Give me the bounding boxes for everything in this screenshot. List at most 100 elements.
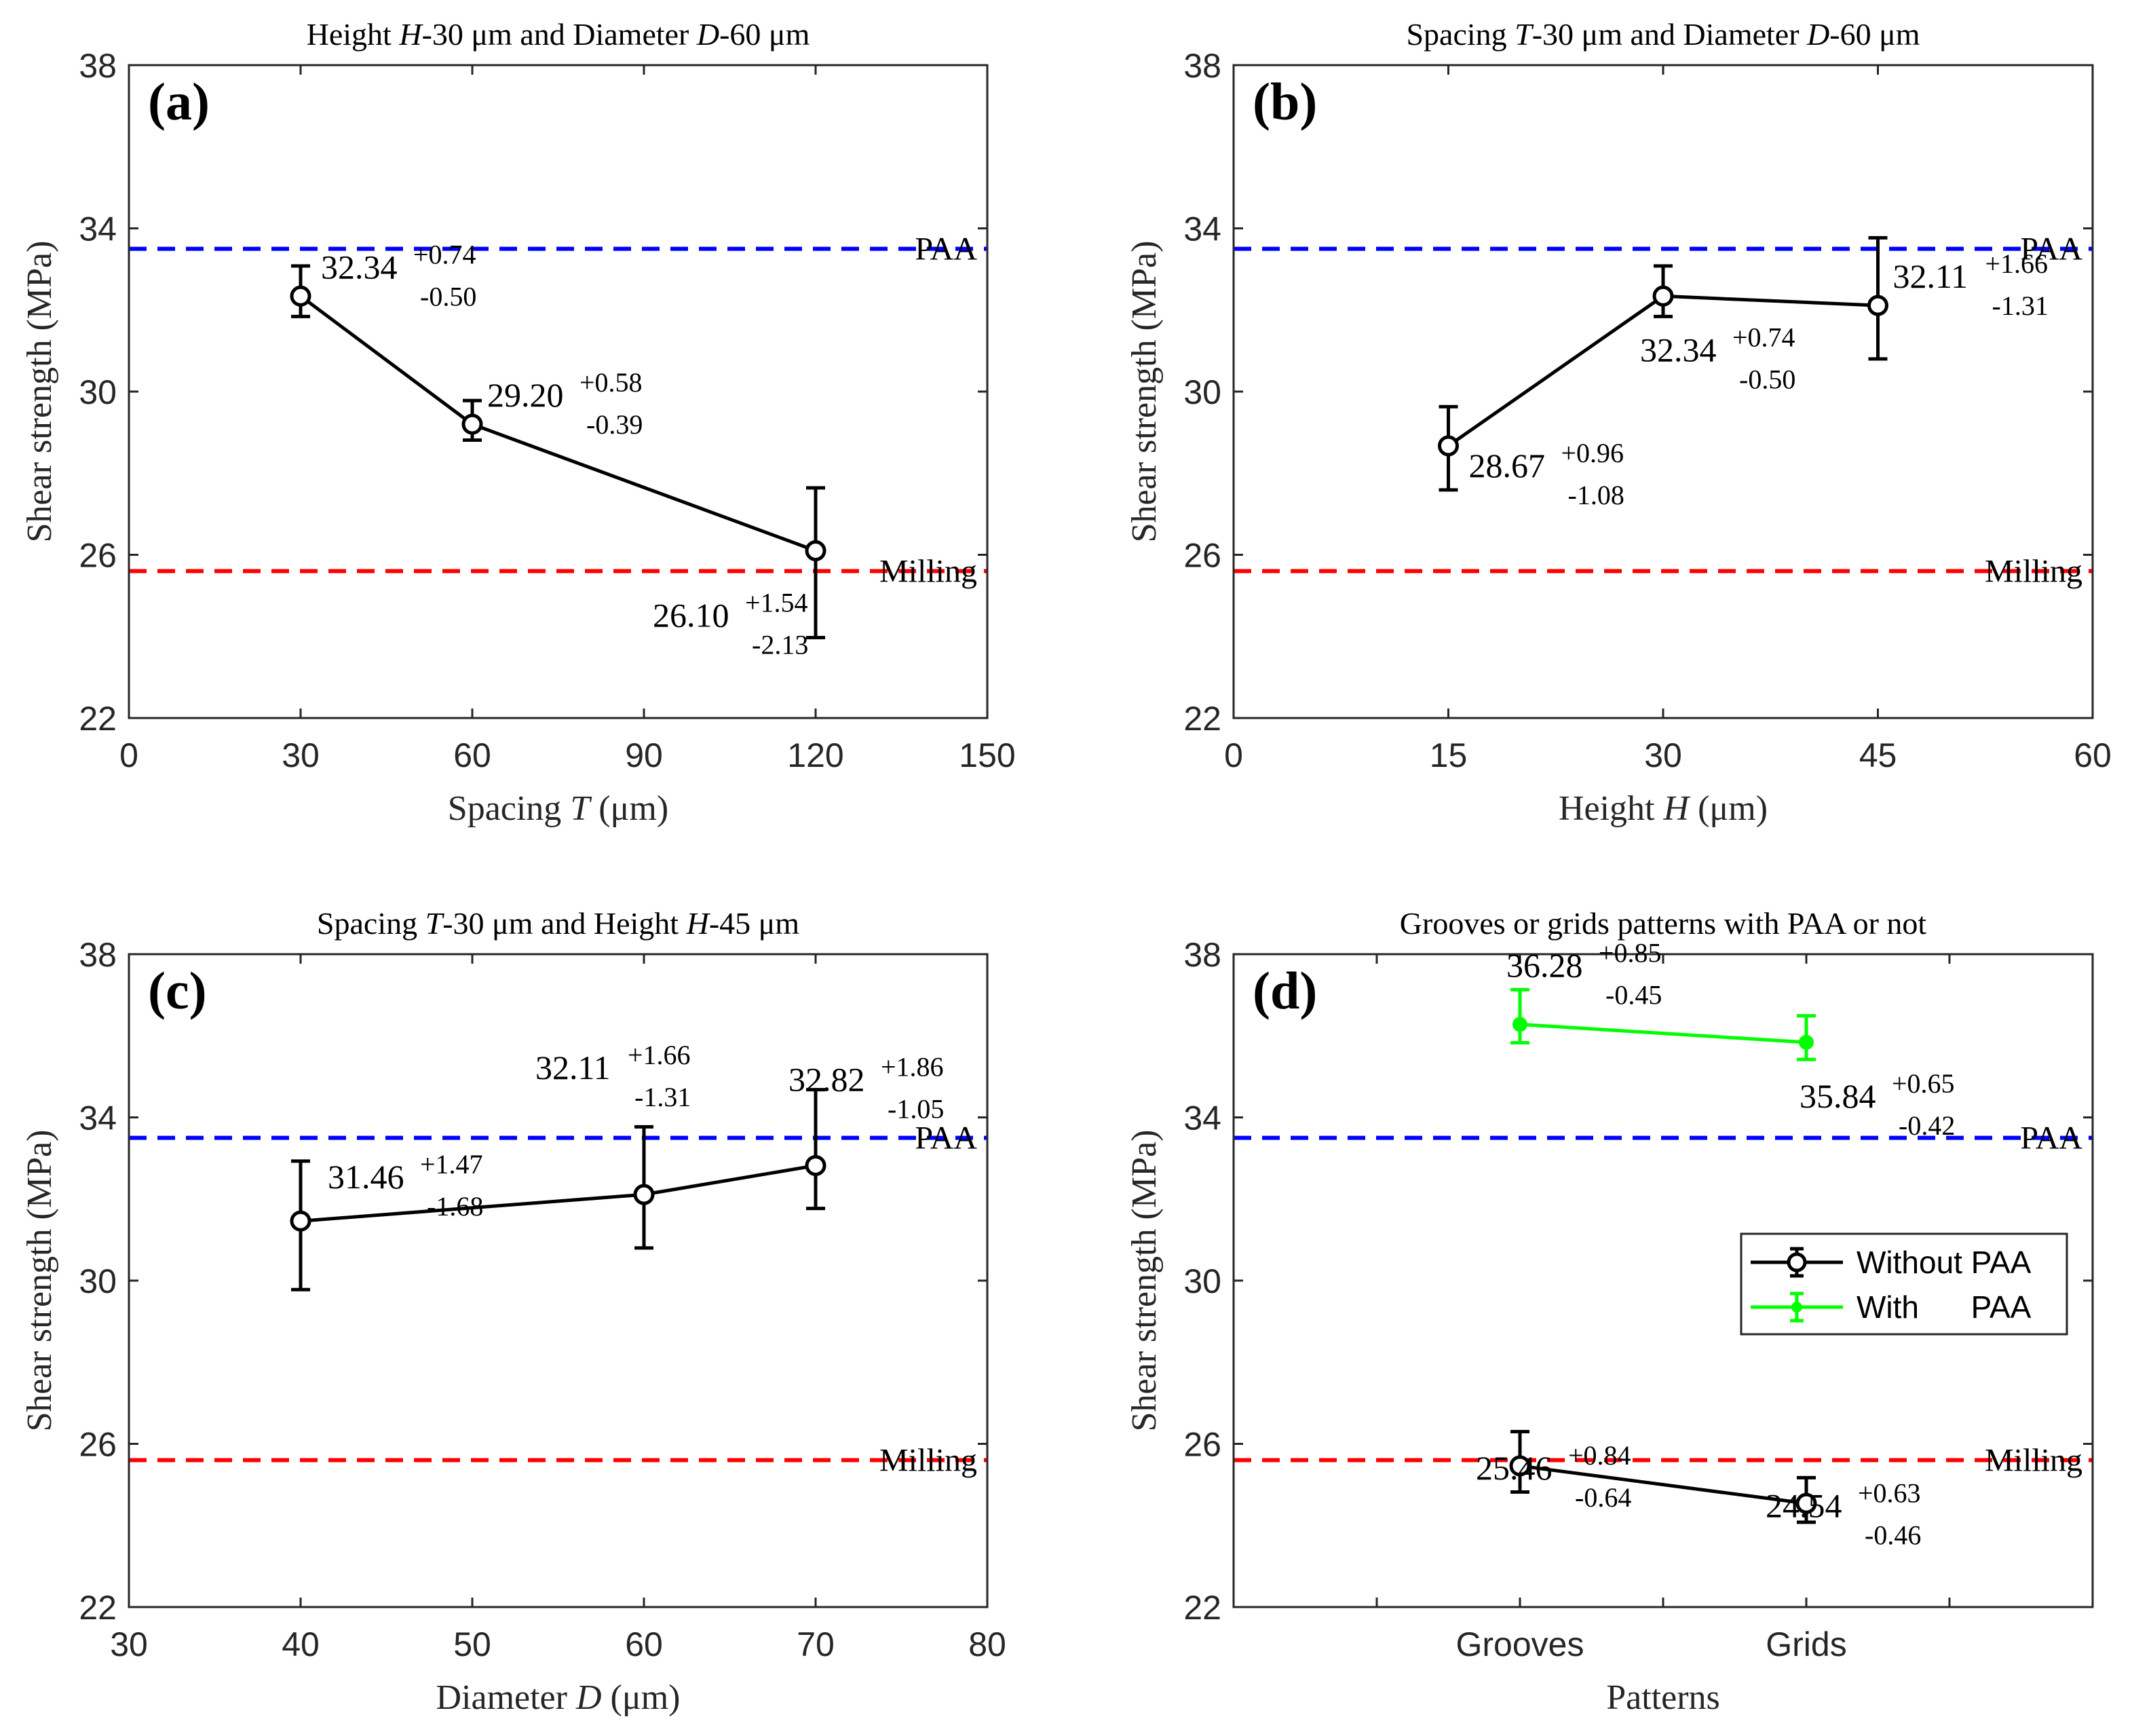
y-tick-label: 26 — [79, 1426, 117, 1464]
x-tick-label: 40 — [282, 1625, 320, 1663]
data-point — [805, 1154, 826, 1176]
reference-label-milling: Milling — [879, 1443, 977, 1479]
error-label-plus: +1.54 — [745, 587, 808, 618]
data-point — [290, 285, 311, 307]
error-label-minus: -0.50 — [1739, 364, 1795, 394]
y-tick-label: 30 — [1183, 1262, 1221, 1300]
y-axis-label: Shear strength (MPa) — [1125, 241, 1164, 543]
y-tick-label: 34 — [1183, 1099, 1221, 1137]
y-tick-label: 30 — [79, 373, 117, 411]
data-label: 35.84 — [1800, 1077, 1876, 1115]
data-label: 36.28 — [1506, 946, 1583, 984]
reference-label-paa: PAA — [2020, 231, 2082, 267]
y-axis-label: Shear strength (MPa) — [1125, 1130, 1164, 1432]
series-line — [1519, 1022, 1807, 1044]
y-tick-label: 30 — [1183, 373, 1221, 411]
legend: Without PAA With PAA — [1740, 1232, 2068, 1336]
data-point — [1509, 1455, 1531, 1477]
y-tick-label: 34 — [79, 210, 117, 248]
data-label: 32.34 — [321, 248, 398, 286]
x-tick-label: 120 — [787, 736, 843, 774]
error-label-minus: -0.50 — [420, 281, 476, 312]
panel-label: (c) — [148, 961, 207, 1020]
series-main: 28.67 +0.96 -1.08 32.34 +0.74 -0.50 32.11 +1.66… — [1438, 235, 2049, 510]
reference-label-milling: Milling — [1985, 554, 2082, 590]
y-tick-label: 26 — [1183, 537, 1221, 575]
y-tick-label: 30 — [79, 1262, 117, 1300]
data-label: 24.54 — [1766, 1486, 1842, 1524]
data-point — [1795, 1492, 1817, 1514]
reference-label-paa: PAA — [2020, 1120, 2082, 1156]
data-label: 25.46 — [1476, 1449, 1553, 1487]
series-without-paa: 25.46 +0.84 -0.64 24.54 +0.63 -0.46 — [1476, 1429, 1921, 1550]
series-with-paa: 36.28 +0.85 -0.45 35.84 +0.65 -0.42 — [1506, 937, 1955, 1140]
y-tick-label: 38 — [1183, 47, 1221, 85]
reference-label-paa: PAA — [915, 231, 977, 267]
data-label: 32.34 — [1640, 331, 1717, 369]
error-label-plus: +1.66 — [1985, 248, 2049, 279]
data-point — [1438, 435, 1459, 457]
data-label: 28.67 — [1469, 447, 1546, 485]
reference-label-milling: Milling — [1985, 1443, 2082, 1479]
error-label-minus: -1.31 — [634, 1082, 691, 1112]
y-tick-label: 38 — [79, 936, 117, 974]
y-tick-label: 22 — [1183, 1589, 1221, 1627]
legend-swatch-marker — [1787, 1252, 1807, 1272]
error-label-plus: +1.86 — [881, 1051, 944, 1082]
y-tick-label: 22 — [79, 700, 117, 738]
y-tick-label: 34 — [79, 1099, 117, 1137]
error-label-plus: +0.84 — [1568, 1440, 1631, 1471]
y-tick-label: 26 — [79, 537, 117, 575]
legend-swatch-marker — [1791, 1302, 1802, 1313]
error-label-minus: -1.08 — [1568, 480, 1624, 510]
error-label-plus: +0.74 — [1732, 322, 1795, 352]
error-label-plus: +0.58 — [579, 367, 643, 398]
x-tick-label: 0 — [1224, 736, 1243, 774]
data-label: 32.11 — [535, 1049, 611, 1087]
error-label-plus: +0.85 — [1599, 937, 1662, 968]
x-axis-label: Height H (μm) — [1559, 789, 1768, 828]
error-label-minus: -0.64 — [1575, 1482, 1631, 1513]
error-label-plus: +0.96 — [1561, 438, 1624, 468]
chart-panel-c: Spacing T-30 μm and Height H-45 μm PAA Mil… — [20, 906, 1006, 1717]
data-point — [461, 413, 483, 435]
error-label-minus: -1.31 — [1992, 290, 2049, 321]
data-label: 32.11 — [1893, 257, 1968, 295]
error-label-plus: +1.47 — [420, 1149, 483, 1180]
data-label: 29.20 — [487, 376, 564, 414]
error-label-minus: -0.42 — [1899, 1110, 1955, 1141]
series-main: 31.46 +1.47 -1.68 32.11 +1.66 -1.31 32.82 +1.86… — [290, 1040, 944, 1291]
plot-frame — [1232, 64, 2094, 719]
y-axis-label: Shear strength (MPa) — [20, 241, 59, 543]
x-tick-label: 60 — [2074, 736, 2112, 774]
x-tick-label: 45 — [1859, 736, 1897, 774]
y-tick-label: 22 — [1183, 700, 1221, 738]
y-tick-label: 26 — [1183, 1426, 1221, 1464]
chart-title: Spacing T-30 μm and Height H-45 μm — [317, 906, 799, 941]
y-tick-label: 38 — [79, 47, 117, 85]
y-axis-label: Shear strength (MPa) — [20, 1130, 59, 1432]
x-tick-label: 60 — [453, 736, 491, 774]
x-tick-label: 15 — [1430, 736, 1468, 774]
x-tick-label: 30 — [110, 1625, 148, 1663]
data-point — [1652, 285, 1674, 307]
chart-panel-b: Spacing T-30 μm and Diameter D-60 μm PAA M… — [1125, 17, 2112, 828]
error-label-minus: -1.05 — [888, 1093, 944, 1124]
data-point — [1799, 1034, 1814, 1050]
error-label-plus: +0.74 — [413, 239, 476, 269]
x-axis-label: Diameter D (μm) — [436, 1678, 681, 1717]
error-label-plus: +0.63 — [1858, 1477, 1921, 1508]
chart-panel-a: Height H-30 μm and Diameter D-60 μm PAA Mi… — [20, 17, 1016, 828]
chart-title: Height H-30 μm and Diameter D-60 μm — [307, 17, 810, 52]
y-tick-label: 22 — [79, 1589, 117, 1627]
x-tick-label: 0 — [119, 736, 138, 774]
data-label: 26.10 — [653, 596, 729, 634]
x-tick-label: Grooves — [1456, 1625, 1584, 1663]
panel-label: (d) — [1253, 961, 1317, 1020]
x-tick-label: 70 — [797, 1625, 835, 1663]
reference-label-paa: PAA — [915, 1120, 977, 1156]
panel-label: (a) — [148, 72, 210, 131]
x-tick-label: Grids — [1766, 1625, 1846, 1663]
series-main: 32.34 +0.74 -0.50 29.20 +0.58 -0.39 26.10 +1.54… — [290, 239, 826, 660]
